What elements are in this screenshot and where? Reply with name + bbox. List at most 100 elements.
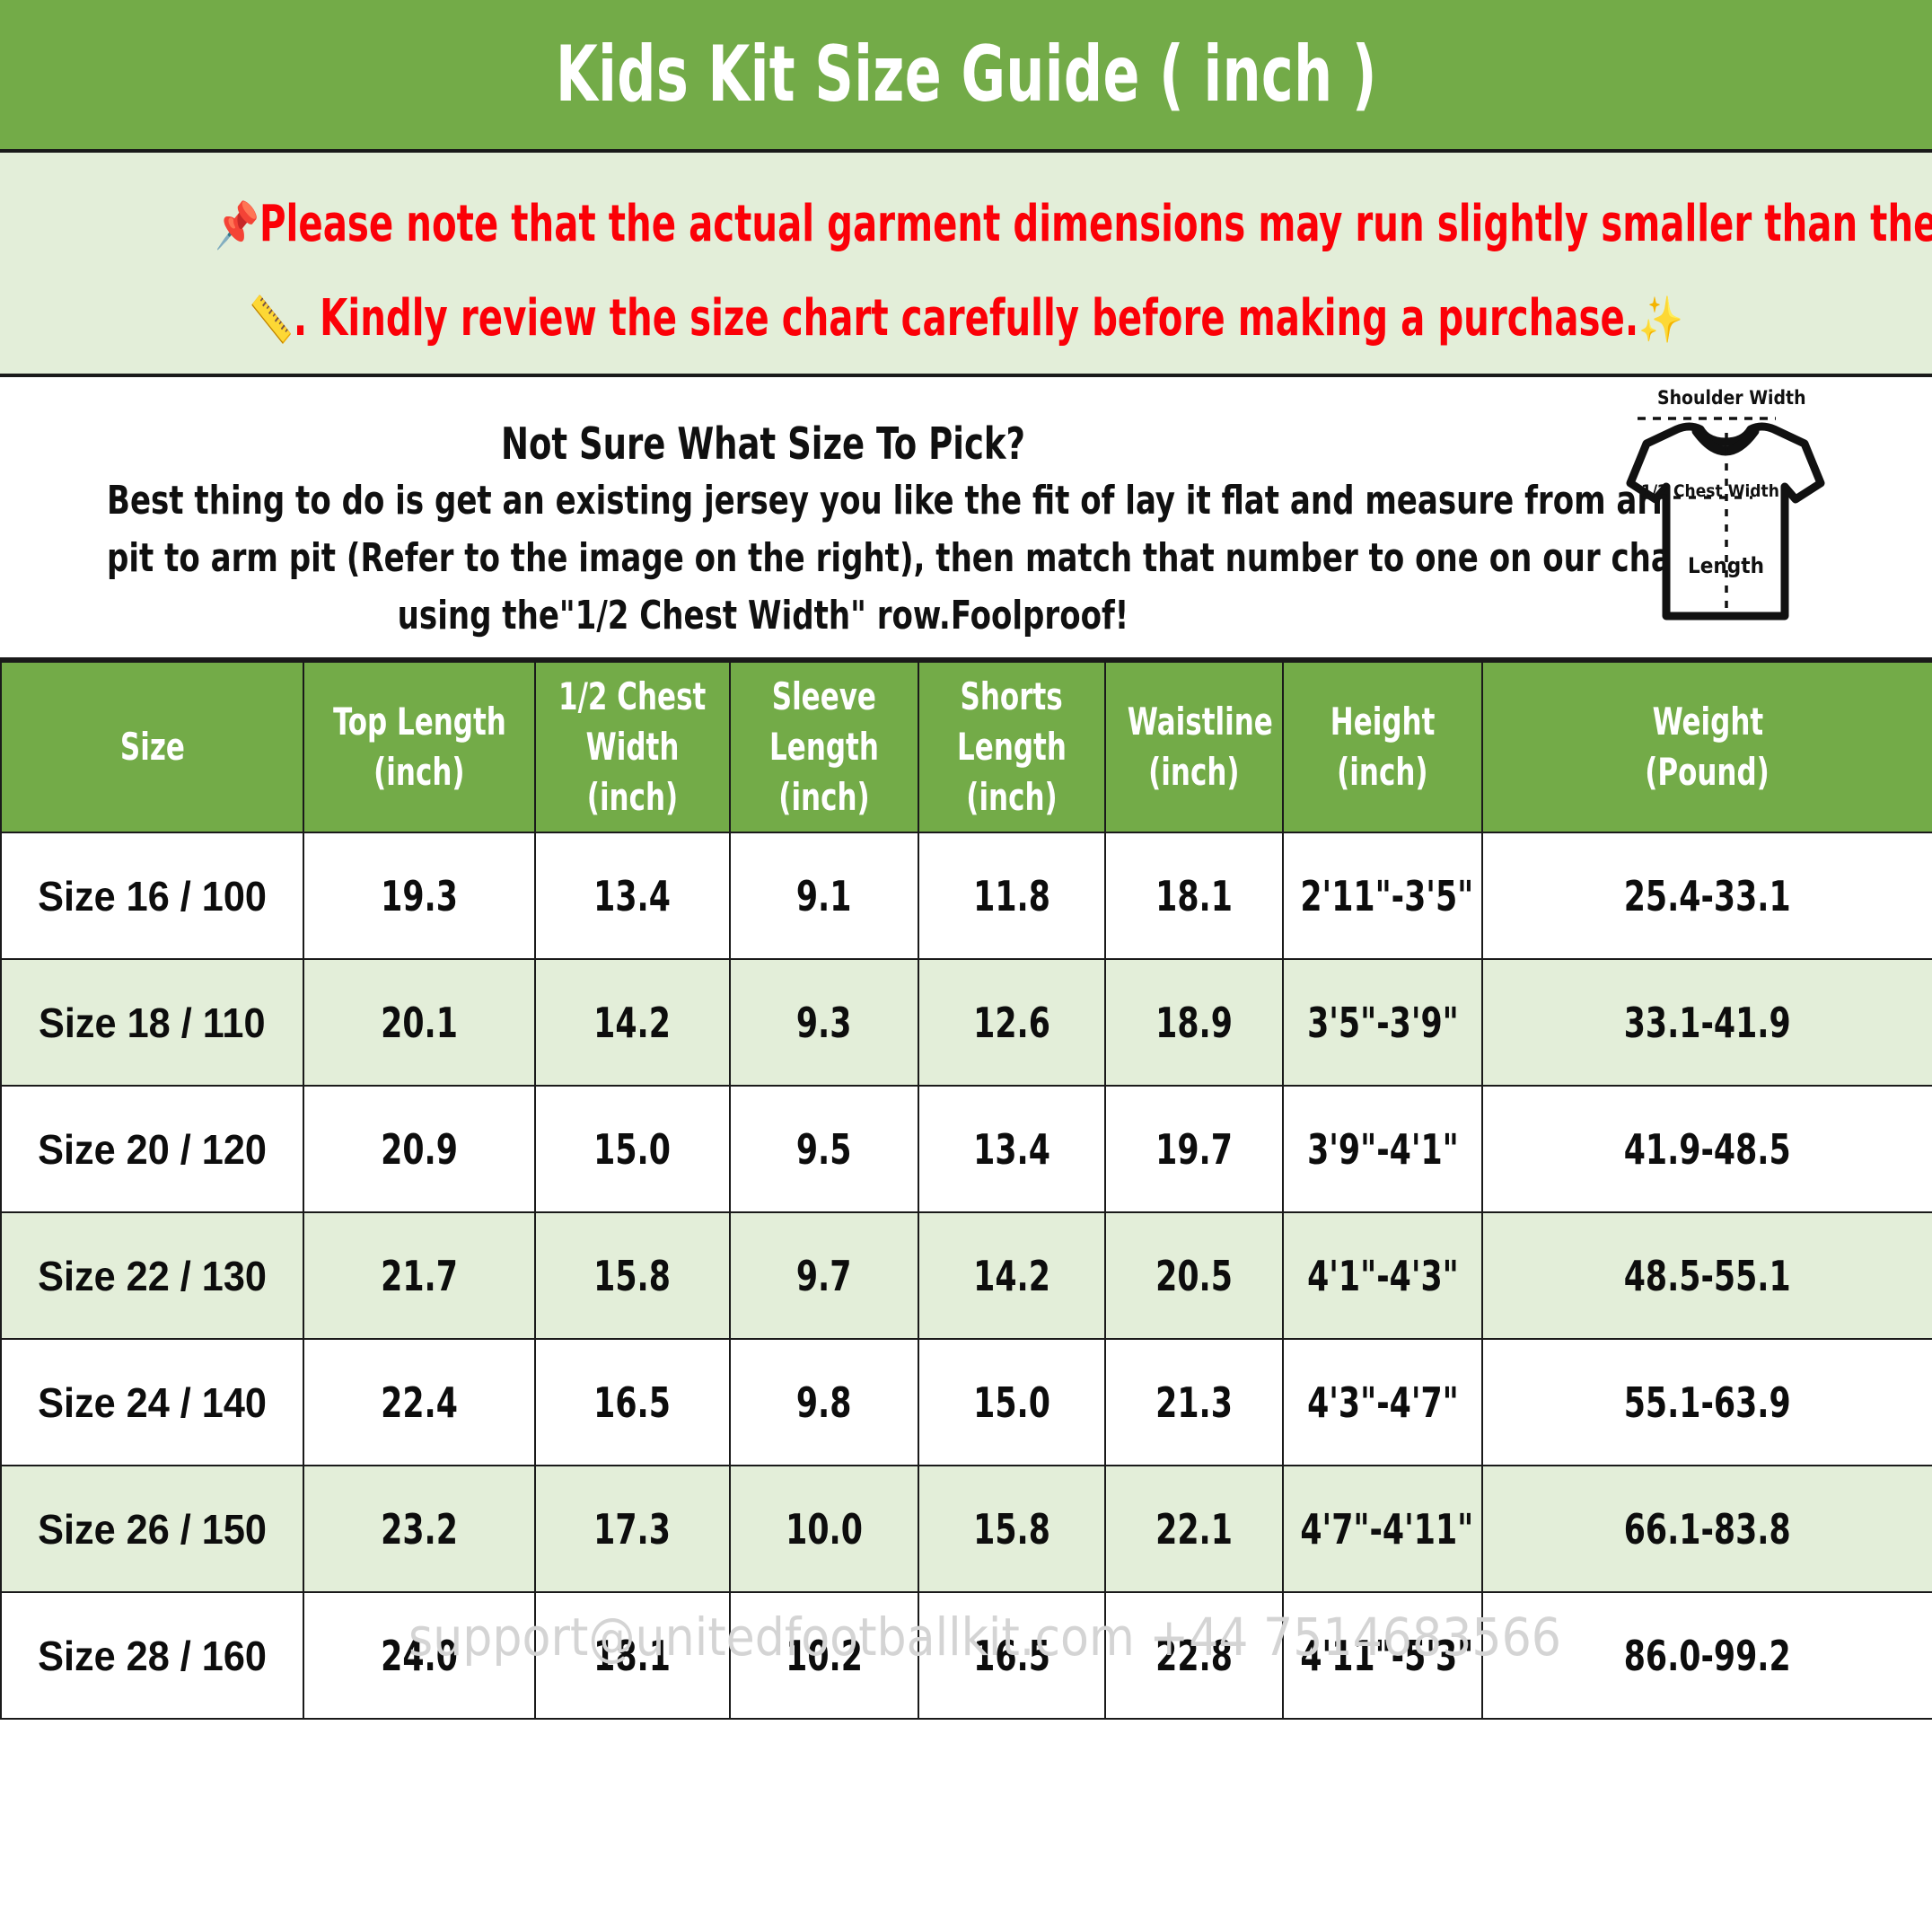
- table-column-header-line: (Pound): [1645, 750, 1770, 794]
- table-cell-value: 21.7: [303, 1211, 536, 1340]
- table-cell-value: 4'1"-4'3": [1282, 1211, 1483, 1340]
- table-column-header: Top Length (inch): [303, 661, 536, 833]
- table-column-header: Sleeve Length (inch): [729, 661, 919, 833]
- cell-text: 2'11"-3'5": [1300, 871, 1474, 920]
- cell-text: 17.3: [593, 1504, 672, 1554]
- table-cell-value: 10.0: [729, 1465, 919, 1593]
- cell-text: 23.2: [381, 1504, 458, 1554]
- info-block: Not Sure What Size To Pick? Best thing t…: [0, 377, 1932, 661]
- table-cell-value: 16.5: [918, 1591, 1106, 1720]
- table-column-header: Shorts Length (inch): [918, 661, 1106, 833]
- table-column-header-line: (inch): [1148, 750, 1240, 794]
- table-column-header: Size: [0, 661, 304, 833]
- table-column-header: Height (inch): [1282, 661, 1483, 833]
- cell-text: Size 26 / 150: [38, 1505, 267, 1553]
- table-column-header-line: Weight: [1652, 700, 1763, 744]
- table-cell-value: 23.2: [303, 1465, 536, 1593]
- table-column-header-line: Sleeve: [771, 674, 877, 718]
- cell-text: 24.0: [381, 1631, 458, 1680]
- table-cell-value: 4'7"-4'11": [1282, 1465, 1483, 1593]
- table-column-header-line: Length (inch): [957, 725, 1067, 819]
- cell-text: 66.1-83.8: [1624, 1504, 1791, 1554]
- table-header-row: Size Top Length (inch) 1/2 Chest Width (inch…: [0, 661, 1932, 833]
- table-column-header-line: Width (inch): [585, 725, 680, 819]
- table-cell-value: 17.3: [534, 1465, 731, 1593]
- table-cell-value: 21.3: [1104, 1338, 1284, 1466]
- cell-text: 55.1-63.9: [1624, 1378, 1791, 1427]
- cell-text: 12.6: [973, 998, 1050, 1047]
- table-cell-value: 20.5: [1104, 1211, 1284, 1340]
- pushpin-icon: 📌: [215, 199, 260, 251]
- table-cell-value: 22.1: [1104, 1465, 1284, 1593]
- table-cell-size: Size 20 / 120: [0, 1085, 304, 1213]
- notice-line-1-text: Please note that the actual garment dime…: [259, 195, 1932, 253]
- table-column-header: Weight (Pound): [1481, 661, 1932, 833]
- table-column-header: 1/2 Chest Width (inch): [534, 661, 731, 833]
- cell-text: 19.3: [381, 871, 458, 920]
- table-cell-size: Size 28 / 160: [0, 1591, 304, 1720]
- table-cell-size: Size 18 / 110: [0, 958, 304, 1087]
- cell-text: 9.5: [796, 1124, 852, 1174]
- cell-text: 41.9-48.5: [1624, 1124, 1791, 1174]
- cell-text: 16.5: [973, 1631, 1050, 1680]
- cell-text: 4'1"-4'3": [1306, 1251, 1459, 1300]
- info-heading: Not Sure What Size To Pick?: [500, 418, 1026, 470]
- table-row: Size 24 / 140 22.4 16.5 9.8 15.0 21.3 4'3"-4'7…: [0, 1338, 1932, 1466]
- cell-text: 15.0: [593, 1124, 672, 1174]
- cell-text: 20.9: [381, 1124, 458, 1174]
- cell-text: 3'9"-4'1": [1306, 1124, 1459, 1174]
- notice-block: 📌Please note that the actual garment dim…: [0, 153, 1932, 377]
- cell-text: 22.4: [381, 1378, 458, 1427]
- table-cell-value: 19.7: [1104, 1085, 1284, 1213]
- cell-text: 14.2: [593, 998, 672, 1047]
- table-cell-value: 20.1: [303, 958, 536, 1087]
- table-row: Size 28 / 160 24.0 18.1 10.2 16.5 22.8 4'11"-5…: [0, 1591, 1932, 1720]
- table-column-header-line: Length (inch): [769, 725, 879, 819]
- table-cell-size: Size 16 / 100: [0, 832, 304, 960]
- tshirt-half-chest-width-label: 1/2 Chest Width: [1641, 481, 1779, 501]
- table-cell-value: 9.1: [729, 832, 919, 960]
- cell-text: 19.7: [1155, 1124, 1233, 1174]
- table-row: Size 22 / 130 21.7 15.8 9.7 14.2 20.5 4'1"-4'3…: [0, 1211, 1932, 1340]
- tshirt-shoulder-width-label: Shoulder Width: [1657, 387, 1806, 409]
- table-cell-size: Size 24 / 140: [0, 1338, 304, 1466]
- table-cell-value: 10.2: [729, 1591, 919, 1720]
- table-cell-value: 22.4: [303, 1338, 536, 1466]
- cell-text: 4'3"-4'7": [1306, 1378, 1459, 1427]
- cell-text: 21.3: [1155, 1378, 1233, 1427]
- page-title: Kids Kit Size Guide ( inch ): [555, 30, 1377, 119]
- table-cell-value: 15.0: [534, 1085, 731, 1213]
- notice-line-2: 📏. Kindly review the size chart carefull…: [215, 272, 1717, 366]
- table-cell-value: 14.2: [918, 1211, 1106, 1340]
- table-cell-value: 33.1-41.9: [1481, 958, 1932, 1087]
- cell-text: 86.0-99.2: [1624, 1631, 1791, 1680]
- table-cell-value: 55.1-63.9: [1481, 1338, 1932, 1466]
- table-cell-value: 18.9: [1104, 958, 1284, 1087]
- table-row: Size 26 / 150 23.2 17.3 10.0 15.8 22.1 4'7"-4'…: [0, 1465, 1932, 1593]
- cell-text: 10.0: [786, 1504, 863, 1554]
- table-cell-value: 11.8: [918, 832, 1106, 960]
- cell-text: 3'5"-3'9": [1306, 998, 1459, 1047]
- table-cell-value: 41.9-48.5: [1481, 1085, 1932, 1213]
- notice-line-2-text: . Kindly review the size chart carefully…: [293, 289, 1639, 348]
- tshirt-icon: [1626, 417, 1825, 621]
- cell-text: 15.0: [973, 1378, 1050, 1427]
- table-cell-value: 9.5: [729, 1085, 919, 1213]
- table-row: Size 16 / 100 19.3 13.4 9.1 11.8 18.1 2'11"-3'…: [0, 832, 1932, 960]
- table-column-header-line: Top Length: [332, 700, 506, 744]
- size-chart-table: Size Top Length (inch) 1/2 Chest Width (inch…: [0, 661, 1932, 1720]
- cell-text: 9.3: [796, 998, 852, 1047]
- cell-text: 21.7: [381, 1251, 458, 1300]
- table-cell-value: 2'11"-3'5": [1282, 832, 1483, 960]
- table-cell-size: Size 26 / 150: [0, 1465, 304, 1593]
- cell-text: 15.8: [593, 1251, 672, 1300]
- table-cell-size: Size 22 / 130: [0, 1211, 304, 1340]
- cell-text: 22.1: [1155, 1504, 1233, 1554]
- cell-text: Size 22 / 130: [38, 1252, 267, 1299]
- table-cell-value: 25.4-33.1: [1481, 832, 1932, 960]
- tshirt-measurement-diagram: Shoulder Width 1/2 Chest Width Length: [1600, 377, 1919, 652]
- cell-text: 22.8: [1155, 1631, 1233, 1680]
- cell-text: 13.4: [593, 871, 672, 920]
- cell-text: 18.1: [1155, 871, 1233, 920]
